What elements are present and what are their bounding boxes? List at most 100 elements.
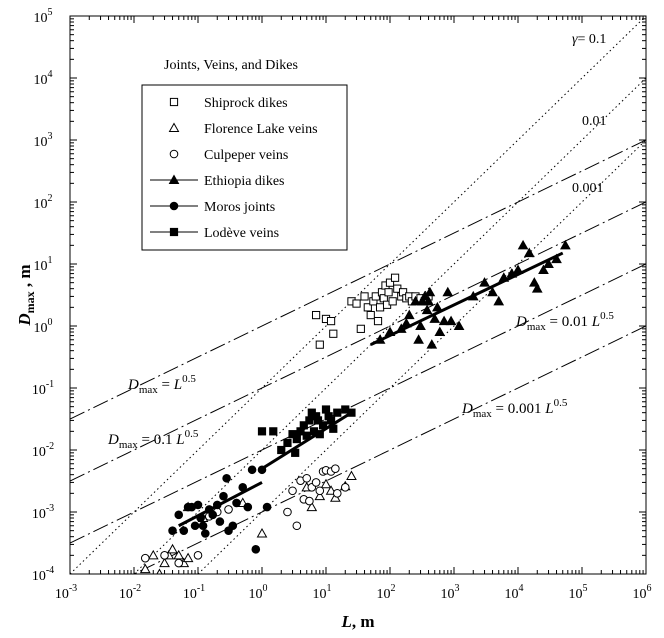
point-lod-ve-veins xyxy=(318,421,328,430)
reference-line-label: 0.01 xyxy=(582,114,607,129)
point-moros-joints xyxy=(262,502,272,512)
point-ethiopia-dikes xyxy=(551,253,562,264)
y-tick-label: 10-1 xyxy=(32,379,54,398)
point-shiprock-dikes xyxy=(329,329,338,338)
legend-label: Culpeper veins xyxy=(204,148,288,163)
point-lod-ve-veins xyxy=(321,405,331,414)
point-culpeper-veins xyxy=(292,521,302,531)
point-moros-joints xyxy=(208,510,218,520)
point-lod-ve-veins xyxy=(305,416,314,425)
point-shiprock-dikes xyxy=(385,278,395,287)
reference-line-label: Dmax = 0.001 L0.5 xyxy=(461,397,568,420)
reference-line-labels: γ= 0.1 0.01 0.001 Dmax = L0.5 Dmax = 0.1 L0.… xyxy=(107,32,614,451)
point-lod-ve-veins xyxy=(257,427,267,436)
point-ethiopia-dikes xyxy=(400,317,412,328)
point-moros-joints xyxy=(198,521,208,531)
y-tick-label: 104 xyxy=(34,69,53,88)
point-moros-joints xyxy=(193,500,203,510)
reference-line-label: γ= 0.1 xyxy=(572,32,606,47)
fit-line-lod-ve-veins xyxy=(261,411,353,470)
reference-lines xyxy=(70,16,646,574)
reference-line-dotted xyxy=(133,77,646,574)
point-ethiopia-dikes xyxy=(438,315,450,326)
point-ethiopia-dikes xyxy=(487,286,498,297)
point-ethiopia-dikes xyxy=(426,339,438,349)
point-moros-joints xyxy=(174,510,184,520)
point-culpeper-veins xyxy=(331,464,340,473)
point-moros-joints xyxy=(196,513,205,523)
point-lod-ve-veins xyxy=(269,427,278,436)
point-lod-ve-veins xyxy=(347,408,356,417)
reference-line-dashed xyxy=(132,325,646,574)
y-tick-label: 101 xyxy=(34,255,53,274)
y-tick-label: 10-3 xyxy=(32,503,54,522)
x-tick-label: 103 xyxy=(441,583,460,602)
point-ethiopia-dikes xyxy=(523,247,535,258)
point-culpeper-veins xyxy=(288,486,297,496)
point-culpeper-veins xyxy=(193,551,203,560)
point-culpeper-veins xyxy=(311,478,321,487)
plot-frame xyxy=(69,15,647,575)
point-ethiopia-dikes xyxy=(445,315,457,326)
point-ethiopia-dikes xyxy=(395,323,407,333)
point-lod-ve-veins xyxy=(292,434,301,444)
legend-label: Lodève veins xyxy=(204,226,279,241)
reference-line-dotted xyxy=(70,16,646,574)
point-ethiopia-dikes xyxy=(416,295,428,306)
point-moros-joints xyxy=(228,521,238,531)
legend-box xyxy=(141,84,348,251)
point-lod-ve-veins xyxy=(299,421,308,430)
point-shiprock-dikes xyxy=(360,292,369,301)
point-moros-joints xyxy=(243,502,253,512)
legend-marker xyxy=(168,174,180,184)
point-ethiopia-dikes xyxy=(423,295,434,306)
point-ethiopia-dikes xyxy=(528,277,540,287)
point-ethiopia-dikes xyxy=(403,309,415,320)
x-tick-label: 102 xyxy=(377,583,396,602)
reference-line-label: Dmax = L0.5 xyxy=(127,373,196,396)
point-lod-ve-veins xyxy=(333,408,342,417)
point-culpeper-veins xyxy=(174,558,184,568)
point-florence-lake-veins xyxy=(182,552,194,563)
point-culpeper-veins xyxy=(305,496,314,506)
point-lod-ve-veins xyxy=(315,430,324,439)
point-florence-lake-veins xyxy=(139,563,151,574)
x-tick-label: 104 xyxy=(505,583,524,602)
point-ethiopia-dikes xyxy=(467,290,479,301)
point-shiprock-dikes xyxy=(356,324,365,333)
point-ethiopia-dikes xyxy=(374,334,386,344)
point-lod-ve-veins xyxy=(302,431,311,440)
legend: Shiprock dikes Florence Lake veins Culpepe… xyxy=(141,84,348,251)
point-shiprock-dikes xyxy=(352,299,361,308)
point-shiprock-dikes xyxy=(366,310,375,320)
point-moros-joints xyxy=(232,498,241,508)
data-points xyxy=(139,239,571,574)
reference-line-dashed xyxy=(70,139,646,420)
point-moros-joints xyxy=(200,529,210,538)
point-shiprock-dikes xyxy=(375,303,385,312)
point-lod-ve-veins xyxy=(329,424,338,433)
reference-line-dashed xyxy=(70,263,646,544)
point-moros-joints xyxy=(212,500,222,510)
point-moros-joints xyxy=(257,465,267,475)
point-moros-joints xyxy=(219,491,228,501)
point-florence-lake-veins xyxy=(256,527,268,538)
point-shiprock-dikes xyxy=(315,340,324,349)
fit-lines xyxy=(178,251,564,528)
point-moros-joints xyxy=(222,473,231,483)
legend-marker xyxy=(168,122,180,132)
point-ethiopia-dikes xyxy=(538,264,549,275)
point-moros-joints xyxy=(247,465,257,475)
legend-label: Moros joints xyxy=(204,200,275,215)
point-ethiopia-dikes xyxy=(512,264,524,275)
point-ethiopia-dikes xyxy=(560,239,571,250)
point-culpeper-veins xyxy=(315,486,325,496)
point-culpeper-veins xyxy=(302,473,312,483)
x-tick-label: 10-2 xyxy=(119,583,141,602)
point-florence-lake-veins xyxy=(306,501,318,512)
point-shiprock-dikes xyxy=(384,288,393,297)
reference-line-label: 0.001 xyxy=(572,181,604,196)
point-ethiopia-dikes xyxy=(415,320,426,330)
point-shiprock-dikes xyxy=(311,310,321,320)
legend-marker xyxy=(169,149,179,159)
